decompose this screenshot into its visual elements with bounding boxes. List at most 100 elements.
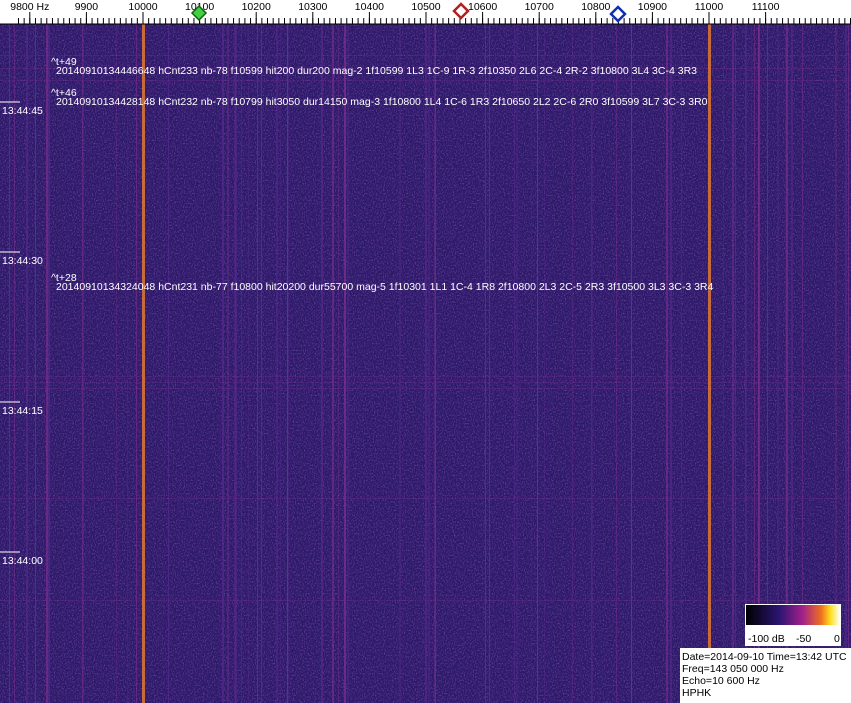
streak [723, 24, 724, 703]
streak [754, 24, 755, 703]
tick-label: 9900 [75, 1, 99, 13]
streak [434, 24, 436, 703]
time-label: 13:44:30 [2, 255, 43, 267]
streak [616, 24, 617, 703]
streak [531, 24, 532, 703]
info-line: Echo=10 600 Hz [682, 675, 760, 687]
streak [0, 55, 851, 56]
streak [26, 24, 28, 703]
tick-label: 10200 [242, 1, 271, 13]
streak [168, 24, 169, 703]
streak [428, 24, 430, 703]
detection-text: 20140910134324048 hCnt231 nb-77 f10800 h… [56, 281, 714, 293]
streak [35, 24, 36, 703]
info-line: Freq=143 050 000 Hz [682, 663, 784, 675]
streak [745, 24, 746, 703]
tick-label: 10000 [128, 1, 157, 13]
streak [321, 24, 323, 703]
streak [399, 24, 401, 703]
streak [631, 24, 632, 703]
carrier-line [142, 24, 145, 703]
streak [489, 24, 490, 703]
tick-label: 9800 Hz [10, 1, 49, 13]
marker-green [190, 4, 208, 22]
streak [786, 24, 788, 703]
streak [227, 24, 229, 703]
streak [261, 24, 262, 703]
streak [435, 24, 436, 703]
detection-text: 20140910134446648 hCnt233 nb-78 f10599 h… [56, 65, 697, 77]
streak [257, 24, 258, 703]
streak [0, 388, 851, 389]
tick-label: 10400 [355, 1, 384, 13]
streak [127, 24, 128, 703]
tick-label: 11100 [752, 1, 780, 13]
info-line: HPHK [682, 687, 711, 699]
streak [338, 24, 339, 703]
streak [0, 376, 851, 377]
streak [332, 24, 334, 703]
colorbar-label: -100 dB [748, 633, 785, 645]
streak [235, 24, 237, 703]
streak [116, 24, 117, 703]
streak [46, 24, 48, 703]
streak [0, 498, 851, 499]
streak [735, 24, 736, 703]
streak [82, 24, 84, 703]
tick-label: 10600 [468, 1, 497, 13]
streak [287, 24, 288, 703]
streak [136, 24, 137, 703]
info-box [680, 648, 851, 703]
streak [485, 24, 486, 703]
streak [758, 24, 759, 703]
streak [222, 24, 224, 703]
streak [848, 24, 849, 703]
streak [670, 24, 672, 703]
streak [802, 24, 803, 703]
detection-offset: ^t+46 [51, 87, 77, 99]
colorbar-label: -50 [796, 633, 811, 645]
streak [280, 24, 281, 703]
marker-blue [609, 5, 627, 23]
streak [0, 80, 851, 81]
streak [666, 24, 668, 703]
streak [288, 24, 289, 703]
detection-text: 20140910134428148 hCnt232 nb-78 f10799 h… [56, 96, 708, 108]
streak [835, 24, 837, 703]
time-label: 13:44:00 [2, 555, 43, 567]
streak [248, 24, 249, 703]
streak [745, 24, 747, 703]
streak [276, 24, 278, 703]
streak [514, 24, 515, 703]
time-label: 13:44:15 [2, 405, 43, 417]
streak [14, 24, 15, 703]
streak [234, 24, 236, 703]
streak [777, 24, 779, 703]
streak [572, 24, 573, 703]
streak [347, 24, 349, 703]
info-line: Date=2014-09-10 Time=13:42 UTC [682, 651, 847, 663]
streak [0, 600, 851, 601]
streak [0, 68, 851, 69]
streak [344, 24, 346, 703]
marker-red [452, 2, 470, 20]
tick-label: 10800 [581, 1, 610, 13]
detection-offset: ^t+28 [51, 272, 77, 284]
streak [516, 24, 518, 703]
tick-label: 10300 [298, 1, 327, 13]
tick-label: 11000 [695, 1, 724, 13]
streak [9, 24, 10, 703]
colorbar-label: 0 [834, 633, 840, 645]
streak [732, 24, 734, 703]
streak [241, 24, 242, 703]
detection-offset: ^t+49 [51, 56, 77, 68]
colorbar [746, 605, 840, 625]
streak [631, 24, 632, 703]
streak [82, 24, 83, 703]
streak [537, 24, 538, 703]
streak [425, 24, 427, 703]
streak [591, 24, 592, 703]
streak [0, 382, 851, 383]
streak [591, 24, 593, 703]
